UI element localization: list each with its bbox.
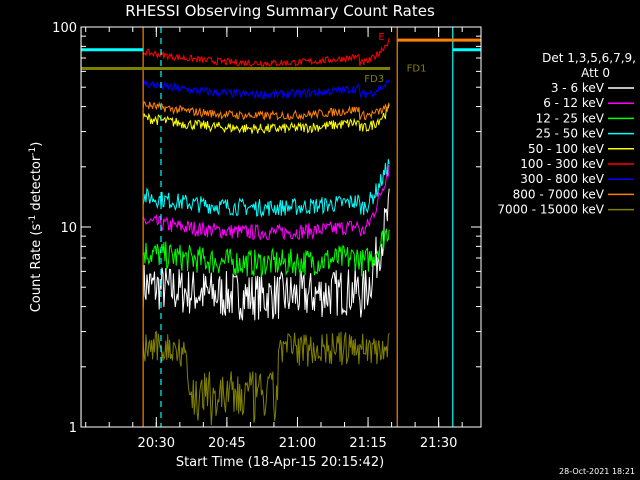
series-line-3 xyxy=(142,159,390,218)
y-axis-label-end: ) xyxy=(29,142,44,147)
y-tick-label: 100 xyxy=(52,21,77,36)
region-layer: FD1 FD3 E xyxy=(81,27,481,427)
legend-label-7: 800 - 7000 keV xyxy=(513,187,605,201)
x-tick-label: 21:30 xyxy=(420,436,457,451)
legend-label-4: 50 - 100 keV xyxy=(528,142,605,156)
legend-label-8: 7000 - 15000 keV xyxy=(497,203,604,217)
series-line-5 xyxy=(142,37,390,68)
x-tick-label: 20:30 xyxy=(138,436,175,451)
legend-label-0: 3 - 6 keV xyxy=(551,81,605,95)
y-axis-label: Count Rate (s-1 detector-1) xyxy=(28,142,44,313)
legend-header-line-2: Att 0 xyxy=(581,66,610,80)
series-line-2 xyxy=(142,228,390,277)
legend-label-3: 25 - 50 keV xyxy=(536,127,605,141)
annotation-1: FD3 xyxy=(364,74,384,85)
series-layer xyxy=(142,37,390,426)
legend-label-6: 300 - 800 keV xyxy=(520,172,604,186)
annotation-2: E xyxy=(378,32,384,43)
chart-title: RHESSI Observing Summary Count Rates xyxy=(125,2,435,20)
x-tick-label: 21:15 xyxy=(349,436,386,451)
series-line-0 xyxy=(142,188,390,321)
series-line-6 xyxy=(143,79,390,100)
x-tick-label: 21:00 xyxy=(279,436,316,451)
legend-label-1: 6 - 12 keV xyxy=(543,96,605,110)
y-axis-label-sup-2: -1 xyxy=(28,147,38,156)
legend-label-5: 100 - 300 keV xyxy=(520,157,604,171)
y-tick-label: 10 xyxy=(60,221,77,236)
y-axis-label-main: Count Rate (s xyxy=(29,224,44,313)
series-line-1 xyxy=(142,164,390,241)
y-tick-label: 1 xyxy=(69,421,77,436)
timestamp: 28-Oct-2021 18:21 xyxy=(559,467,635,476)
series-line-8 xyxy=(142,330,390,426)
annotation-0: FD1 xyxy=(407,63,427,74)
legend-label-2: 12 - 25 keV xyxy=(536,111,605,125)
x-axis-label: Start Time (18-Apr-15 20:15:42) xyxy=(176,455,384,470)
y-axis-label-sup-1: -1 xyxy=(28,215,38,224)
series-line-4 xyxy=(142,104,390,134)
x-tick-label: 20:45 xyxy=(208,436,245,451)
y-axis-label-tail: detector xyxy=(29,155,44,215)
series-line-7 xyxy=(142,100,390,121)
legend-header-line-1: Det 1,3,5,6,7,9, xyxy=(542,51,636,65)
axis-layer: 1 10 100 20:30 20:45 21:00 21:15 21:30 xyxy=(52,21,481,451)
